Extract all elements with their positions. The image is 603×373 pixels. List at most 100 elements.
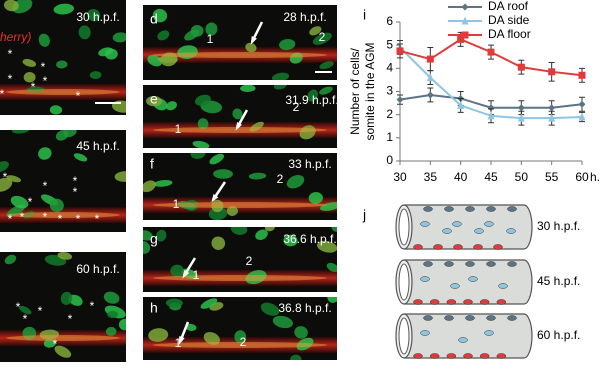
cell <box>55 130 69 141</box>
roof-cell <box>507 261 517 267</box>
arrow-head <box>182 270 190 279</box>
panel-letter: d <box>150 11 158 27</box>
asterisk: * <box>90 299 95 313</box>
cell-label: 1 <box>193 268 200 282</box>
arrow-head <box>178 336 185 345</box>
micrograph-content <box>143 153 337 220</box>
roof-cell <box>507 315 517 321</box>
side-cell <box>452 221 462 227</box>
roof-cell <box>465 206 475 212</box>
x-tick-label: 30 <box>393 170 407 184</box>
asterisk: * <box>43 179 48 193</box>
arrow-head <box>211 194 219 203</box>
asterisk: * <box>20 210 25 224</box>
cell <box>148 328 169 342</box>
cell <box>308 192 323 204</box>
floor-cell <box>496 299 507 305</box>
asterisk: * <box>73 174 78 188</box>
cell <box>118 318 126 331</box>
panel-letter: e <box>150 91 158 107</box>
side-cell <box>458 337 468 343</box>
cell <box>192 140 210 148</box>
cell <box>200 298 218 309</box>
cell <box>240 85 256 92</box>
roof-cell <box>444 315 454 321</box>
cell <box>107 310 119 319</box>
point <box>517 104 525 112</box>
arrow-head <box>250 36 257 45</box>
point <box>487 111 495 120</box>
panel-letter: j <box>362 207 366 223</box>
point <box>578 100 586 108</box>
asterisk: * <box>41 60 46 74</box>
y-tick-label: 0 <box>386 153 393 167</box>
side-cell <box>498 283 508 289</box>
micrograph <box>143 227 337 292</box>
cell <box>248 172 267 180</box>
point <box>548 68 556 76</box>
roof-cell <box>486 206 496 212</box>
cell <box>43 338 56 348</box>
cell <box>294 326 308 339</box>
vessel-tube <box>404 259 533 305</box>
cell <box>166 101 178 111</box>
side-cell <box>420 276 430 282</box>
micrograph <box>0 252 126 362</box>
cell <box>190 24 204 37</box>
vessel-lumen <box>398 263 410 301</box>
point <box>548 113 556 122</box>
cell <box>152 8 168 23</box>
micrograph-content <box>0 130 126 232</box>
vessel-glow <box>152 342 328 348</box>
cell <box>23 72 36 83</box>
x-unit: h. <box>590 170 600 184</box>
y-tick-label: 3 <box>386 84 393 98</box>
legend-label: DA floor <box>488 27 531 41</box>
vessel-glow <box>152 275 328 281</box>
cell <box>49 198 64 213</box>
floor-cell <box>446 353 457 359</box>
cell <box>78 25 91 40</box>
roof-cell <box>444 261 454 267</box>
cell <box>260 302 280 316</box>
cell <box>6 175 22 183</box>
micrograph <box>143 5 337 80</box>
cell-label: 2 <box>246 254 253 268</box>
row-label: 60 h.p.f. <box>537 328 580 342</box>
floor-cell <box>413 353 423 359</box>
cell <box>10 195 29 209</box>
point <box>487 104 495 112</box>
y-tick-label: 5 <box>386 37 393 51</box>
cell <box>89 71 102 79</box>
time-label: 28 h.p.f. <box>283 10 326 24</box>
cell <box>4 254 17 265</box>
cell <box>57 252 73 260</box>
x-tick-label: 45 <box>484 170 498 184</box>
cell-label: 2 <box>240 335 247 349</box>
roof-cell <box>486 261 496 267</box>
point <box>396 47 404 55</box>
cell-label: 1 <box>207 32 214 46</box>
cell <box>185 323 197 331</box>
vessel-glow <box>6 212 120 218</box>
cell <box>272 315 293 329</box>
floor-cell <box>433 244 443 250</box>
point <box>396 96 404 104</box>
cell <box>87 9 101 22</box>
asterisk: * <box>76 89 81 103</box>
cell <box>205 22 218 36</box>
cell <box>211 236 226 250</box>
asterisk: * <box>16 300 21 314</box>
cell <box>194 94 211 106</box>
cell <box>143 241 151 254</box>
floor-cell <box>446 299 457 305</box>
cell <box>114 171 126 182</box>
asterisk: * <box>0 87 5 101</box>
cell <box>146 96 162 107</box>
asterisk: * <box>8 72 13 86</box>
time-label: 31.9 h.p.f. <box>285 93 338 107</box>
cell-label: 2 <box>277 172 284 186</box>
floor-cell <box>463 299 473 305</box>
point <box>517 113 525 122</box>
point <box>457 35 465 43</box>
